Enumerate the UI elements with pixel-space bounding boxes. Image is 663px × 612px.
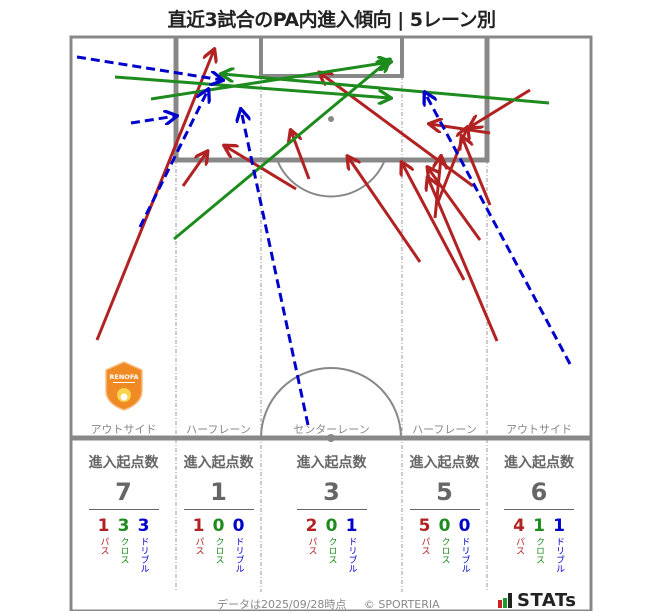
stat-header: 進入起点数: [504, 455, 574, 471]
dribble-count: 3: [137, 516, 150, 536]
stat-header: 進入起点数: [183, 455, 254, 471]
dribble-label: ドリブル: [459, 537, 470, 573]
divider: [88, 509, 159, 510]
pass-label: パス: [419, 537, 430, 555]
pass-label: パス: [306, 537, 317, 555]
stat-total: 3: [323, 478, 340, 506]
stat-header: 進入起点数: [296, 455, 367, 471]
dribble-count: 1: [553, 516, 565, 536]
stat-total: 1: [210, 478, 227, 506]
cross-label: クロス: [534, 537, 544, 564]
lane-stats-3: 進入起点数 5 5 パス 0 クロス 0 ドリブル: [402, 452, 487, 573]
stat-header: 進入起点数: [88, 455, 159, 471]
pass-count: 4: [513, 516, 525, 536]
copyright: © SPORTERIA: [363, 598, 440, 611]
stats-logo-text: STATs: [517, 590, 577, 611]
cross-count: 3: [117, 516, 130, 536]
pass-count: 1: [97, 516, 110, 536]
dribble-count: 0: [458, 516, 471, 536]
stat-total: 7: [115, 478, 132, 506]
pass-label: パス: [193, 537, 204, 555]
lane-label-halfspace-right: ハーフレーン: [412, 423, 477, 436]
cross-count: 0: [438, 516, 451, 536]
pass-count: 1: [192, 516, 205, 536]
cross-label: クロス: [439, 537, 450, 564]
lane-label-outside-right: アウトサイド: [506, 423, 572, 436]
lane-stats-0: 進入起点数 7 1 パス 3 クロス 3 ドリブル: [71, 452, 176, 573]
lane-label-center: センターレーン: [293, 423, 370, 436]
pass-count: 2: [305, 516, 318, 536]
cross-count: 0: [212, 516, 225, 536]
cross-arrows: [114, 60, 550, 241]
pass-label: パス: [514, 537, 524, 555]
divider: [183, 509, 254, 510]
dribble-label: ドリブル: [554, 537, 564, 573]
bar-chart-icon: [498, 592, 512, 608]
dribble-count: 1: [345, 516, 358, 536]
divider: [409, 509, 480, 510]
lane-stats-1: 進入起点数 1 1 パス 0 クロス 0 ドリブル: [176, 452, 261, 573]
stat-header: 進入起点数: [409, 455, 480, 471]
dribble-count: 0: [232, 516, 245, 536]
dribble-label: ドリブル: [346, 537, 357, 573]
dribble-arrows: [76, 55, 572, 426]
cross-label: クロス: [213, 537, 224, 564]
divider: [504, 509, 574, 510]
divider: [296, 509, 367, 510]
data-date: データは2025/09/28時点: [217, 598, 347, 611]
pass-label: パス: [98, 537, 109, 555]
cross-label: クロス: [326, 537, 337, 564]
lane-label-outside-left: アウトサイド: [90, 423, 157, 436]
pass-count: 5: [418, 516, 431, 536]
lane-label-halfspace-left: ハーフレーン: [186, 423, 251, 436]
svg-text:RENOFA: RENOFA: [109, 373, 138, 381]
cross-count: 1: [533, 516, 545, 536]
stat-total: 5: [436, 478, 453, 506]
penalty-spot: [328, 116, 334, 122]
cross-count: 0: [325, 516, 338, 536]
cross-label: クロス: [118, 537, 129, 564]
lane-stats-4: 進入起点数 6 4 パス 1 クロス 1 ドリブル: [487, 452, 591, 573]
stats-logo: STATs: [498, 590, 576, 611]
dribble-label: ドリブル: [138, 537, 149, 573]
dribble-label: ドリブル: [233, 537, 244, 573]
center-spot: [327, 434, 335, 442]
team-badge-icon: RENOFA: [105, 361, 143, 411]
chart-title: 直近3試合のPA内進入傾向 | 5レーン別: [167, 9, 496, 31]
lane-dividers: [175, 76, 488, 592]
stat-total: 6: [530, 478, 548, 506]
lane-stats-2: 進入起点数 3 2 パス 0 クロス 1 ドリブル: [261, 452, 402, 573]
footer-note: データは2025/09/28時点 © SPORTERIA: [217, 596, 440, 612]
